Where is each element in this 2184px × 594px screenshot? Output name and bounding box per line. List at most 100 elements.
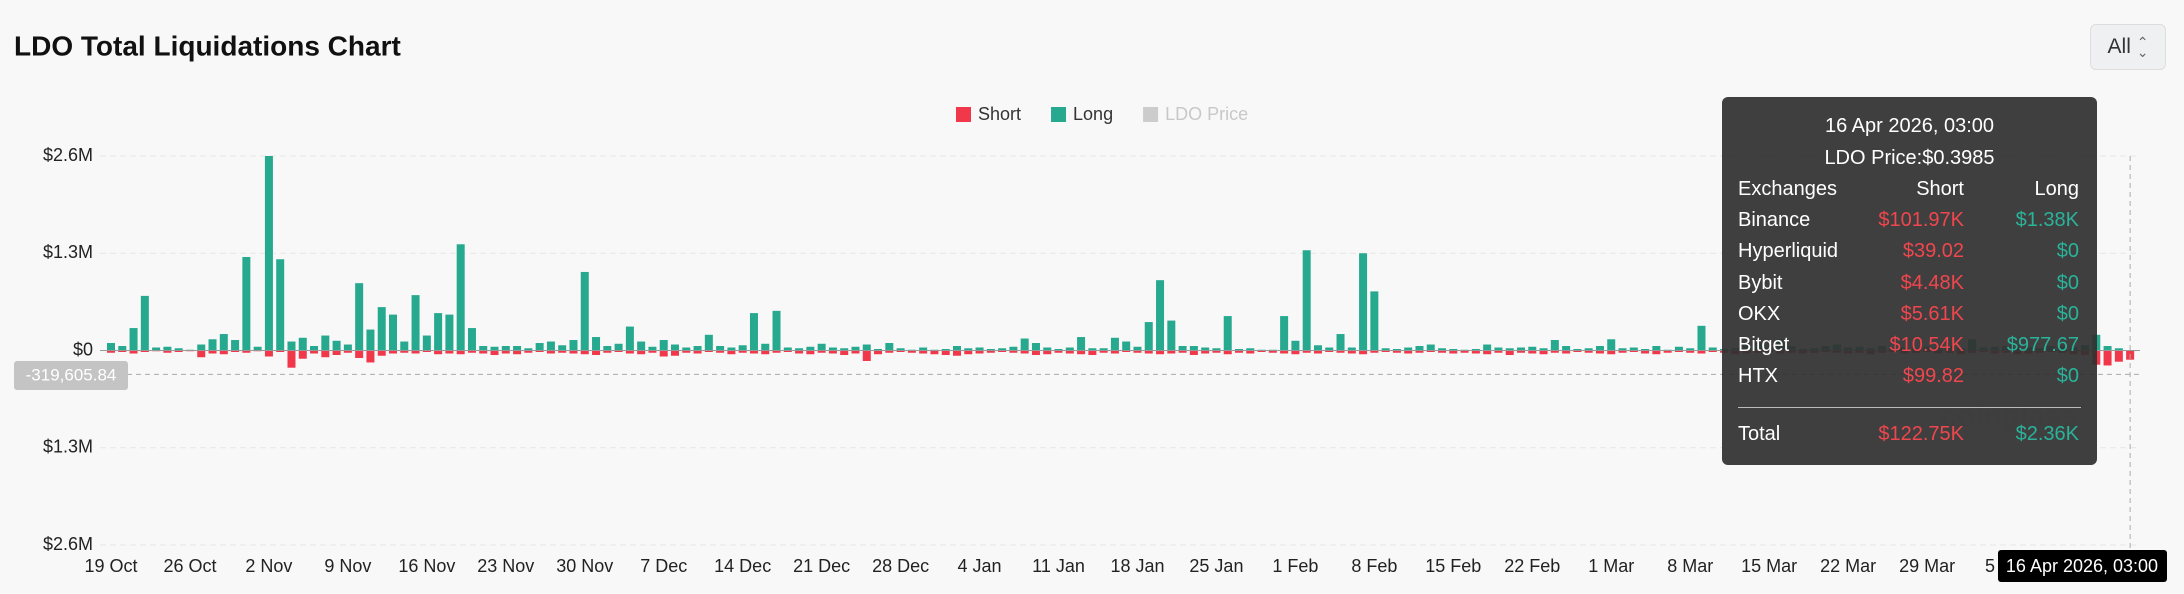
bar <box>1212 350 1221 353</box>
bar <box>1539 348 1548 351</box>
x-tick-label: 23 Nov <box>477 556 534 576</box>
bar <box>1325 347 1334 351</box>
bar <box>1697 325 1706 351</box>
range-select[interactable]: All ⌃ ⌄ <box>2090 24 2166 70</box>
bar <box>625 326 634 351</box>
bar <box>896 348 905 351</box>
bar <box>1595 350 1604 354</box>
range-label[interactable]: All <box>2107 35 2131 58</box>
bar <box>828 350 837 354</box>
bar <box>1528 350 1537 354</box>
bar <box>817 343 826 351</box>
bar <box>953 350 961 356</box>
bar <box>603 350 612 353</box>
bar <box>1438 350 1447 353</box>
bar <box>276 350 285 352</box>
bar <box>2103 350 2112 366</box>
bar <box>129 328 138 351</box>
bar <box>1674 350 1683 352</box>
bar <box>1550 340 1559 351</box>
bar <box>1189 346 1198 351</box>
bar <box>1201 347 1210 351</box>
bar <box>907 350 916 353</box>
crosshair-x-box <box>1998 550 2167 582</box>
bar <box>625 350 634 354</box>
bar <box>546 341 555 351</box>
bar <box>964 350 973 355</box>
bar <box>1088 350 1097 355</box>
bar <box>772 350 781 353</box>
bar <box>1246 350 1255 354</box>
bar <box>716 350 725 353</box>
bar <box>1088 348 1097 351</box>
bar <box>727 347 736 351</box>
tooltip-row-short: $10.54K <box>1889 334 1964 356</box>
bar <box>366 350 375 363</box>
bar <box>592 350 601 355</box>
bar <box>716 346 725 351</box>
bar <box>1618 350 1627 353</box>
x-tick-label: 11 Jan <box>1032 556 1085 576</box>
bar <box>964 348 973 351</box>
y-tick-label: $1.3M <box>43 437 93 457</box>
bar <box>389 314 397 351</box>
bar <box>1517 347 1525 351</box>
bar <box>310 350 319 354</box>
x-tick-label: 1 Mar <box>1588 556 1634 576</box>
x-tick-label: 14 Dec <box>714 556 771 576</box>
bar <box>1370 350 1379 353</box>
x-tick-label: 18 Jan <box>1110 556 1164 576</box>
y-tick-label: $0 <box>73 339 93 359</box>
bar <box>287 341 296 351</box>
bar <box>321 335 330 351</box>
bar <box>727 350 736 355</box>
bar <box>1065 350 1074 354</box>
bar <box>332 350 341 355</box>
bar <box>558 345 567 351</box>
y-tick-label: $2.6M <box>43 145 93 165</box>
bar <box>2103 346 2112 351</box>
bar <box>1404 350 1413 354</box>
tooltip-row-name: Binance <box>1738 209 1811 231</box>
tooltip-row-short: $101.97K <box>1878 209 1964 231</box>
bar <box>1449 349 1458 351</box>
bar <box>1223 316 1232 351</box>
bar <box>1629 347 1638 351</box>
bar <box>1201 350 1210 354</box>
bar <box>930 350 939 355</box>
tooltip-row-long: $0 <box>2056 365 2079 387</box>
bar <box>501 350 510 354</box>
bar <box>1404 347 1413 351</box>
bar <box>1268 350 1277 353</box>
bar <box>1629 350 1638 352</box>
bar <box>1426 350 1435 352</box>
bar <box>1607 350 1616 355</box>
bar <box>1674 346 1683 351</box>
tooltip: 16 Apr 2026, 03:00 LDO Price:$0.3985 Excha… <box>1722 97 2097 465</box>
bar <box>422 350 431 352</box>
bar <box>332 340 341 351</box>
bar <box>1054 350 1063 353</box>
x-tick-label: 15 Mar <box>1741 556 1797 576</box>
bar <box>1539 350 1548 355</box>
bar <box>1020 338 1029 351</box>
legend-label: Long <box>1073 104 1113 124</box>
x-tick-label: 26 Oct <box>163 556 216 576</box>
bar <box>253 346 262 351</box>
bar <box>1550 350 1559 353</box>
bar <box>1144 322 1153 351</box>
x-tick-label: 7 Dec <box>640 556 687 576</box>
bar <box>998 348 1007 351</box>
bar <box>1708 350 1717 352</box>
bar <box>659 340 668 351</box>
bar <box>659 350 668 357</box>
bar <box>896 350 905 352</box>
bar <box>671 344 679 351</box>
bar <box>885 350 894 353</box>
bar <box>1483 350 1492 355</box>
bar <box>1426 344 1435 351</box>
bar <box>1223 350 1232 355</box>
tooltip-price: LDO Price:$0.3985 <box>1824 147 1995 169</box>
bar <box>1009 346 1018 351</box>
